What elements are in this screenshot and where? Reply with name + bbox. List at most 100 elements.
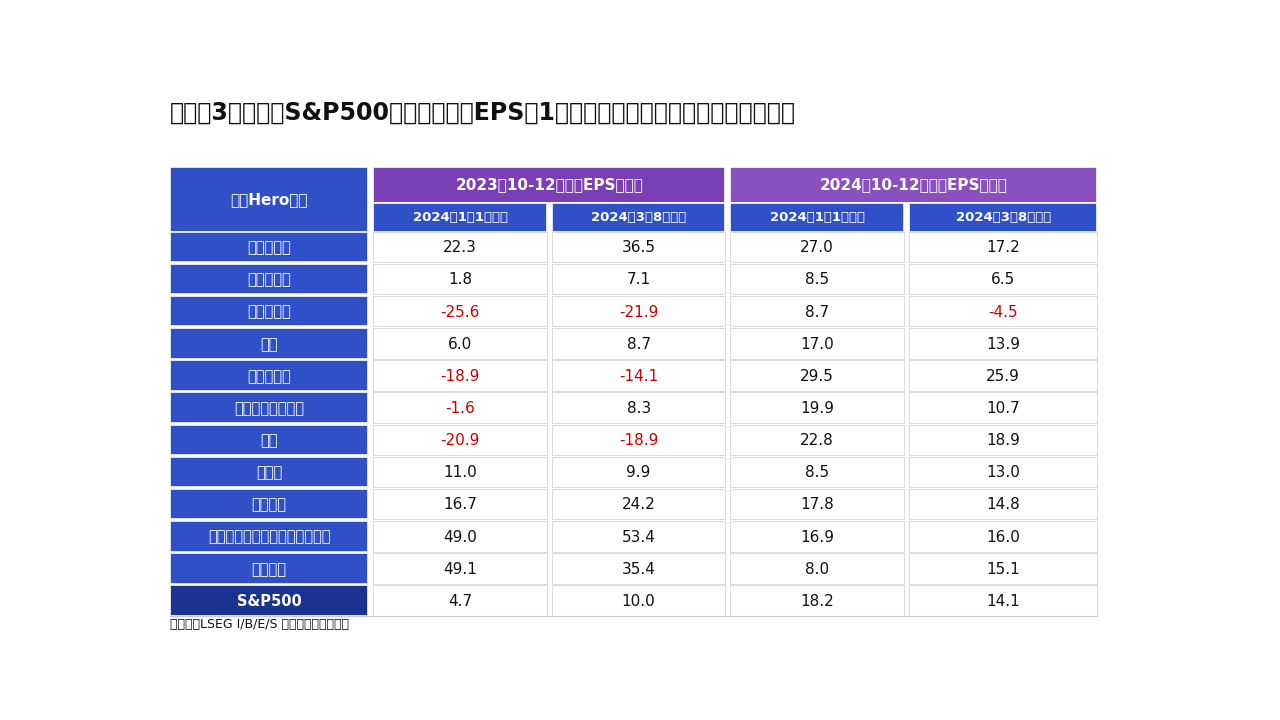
- Text: 17.0: 17.0: [800, 337, 835, 351]
- FancyBboxPatch shape: [909, 553, 1097, 584]
- Text: 17.8: 17.8: [800, 498, 835, 513]
- Text: 16.7: 16.7: [443, 498, 477, 513]
- Text: 11.0: 11.0: [443, 465, 477, 480]
- FancyBboxPatch shape: [374, 425, 547, 455]
- Text: 16.0: 16.0: [987, 530, 1020, 544]
- Text: 8.5: 8.5: [805, 465, 829, 480]
- FancyBboxPatch shape: [909, 585, 1097, 616]
- Text: -21.9: -21.9: [620, 305, 658, 320]
- Text: コミュニケーション・サービス: コミュニケーション・サービス: [207, 530, 330, 544]
- Text: 生活必需品: 生活必需品: [247, 272, 291, 287]
- FancyBboxPatch shape: [731, 489, 904, 519]
- Text: 13.0: 13.0: [987, 465, 1020, 480]
- FancyBboxPatch shape: [374, 489, 547, 519]
- Text: 2024年10-12月期のEPS成長率: 2024年10-12月期のEPS成長率: [820, 177, 1007, 192]
- Text: エネルギー: エネルギー: [247, 305, 291, 320]
- FancyBboxPatch shape: [170, 489, 369, 519]
- Text: 36.5: 36.5: [622, 240, 655, 255]
- FancyBboxPatch shape: [170, 553, 369, 584]
- FancyBboxPatch shape: [909, 521, 1097, 552]
- Text: 2024年1月1日時点: 2024年1月1日時点: [769, 211, 865, 224]
- Text: 22.3: 22.3: [443, 240, 477, 255]
- FancyBboxPatch shape: [552, 489, 726, 519]
- FancyBboxPatch shape: [731, 392, 904, 423]
- Text: 素材: 素材: [260, 433, 278, 448]
- FancyBboxPatch shape: [552, 360, 726, 391]
- Text: 49.0: 49.0: [443, 530, 477, 544]
- FancyBboxPatch shape: [552, 264, 726, 294]
- Text: 14.8: 14.8: [987, 498, 1020, 513]
- Text: 不動産: 不動産: [256, 465, 283, 480]
- FancyBboxPatch shape: [552, 425, 726, 455]
- Text: 29.5: 29.5: [800, 369, 835, 384]
- Text: 18.9: 18.9: [987, 433, 1020, 448]
- FancyBboxPatch shape: [374, 264, 547, 294]
- FancyBboxPatch shape: [552, 456, 726, 487]
- FancyBboxPatch shape: [374, 203, 547, 232]
- Text: 公益事業: 公益事業: [252, 562, 287, 577]
- Text: 10.0: 10.0: [622, 594, 655, 609]
- FancyBboxPatch shape: [374, 232, 547, 262]
- Text: 2024年1月1日時点: 2024年1月1日時点: [412, 211, 508, 224]
- Text: 13.9: 13.9: [986, 337, 1020, 351]
- FancyBboxPatch shape: [731, 328, 904, 359]
- Text: 8.3: 8.3: [626, 401, 650, 416]
- Text: -20.9: -20.9: [440, 433, 480, 448]
- Text: -14.1: -14.1: [620, 369, 658, 384]
- Text: 8.0: 8.0: [805, 562, 829, 577]
- FancyBboxPatch shape: [552, 553, 726, 584]
- Text: （図表3）米国：S&P500種採用企業のEPS（1株当たり利益）成長率（前年同期比）: （図表3）米国：S&P500種採用企業のEPS（1株当たり利益）成長率（前年同期…: [170, 100, 796, 125]
- FancyBboxPatch shape: [731, 167, 1097, 203]
- FancyBboxPatch shape: [170, 296, 369, 326]
- FancyBboxPatch shape: [170, 585, 369, 616]
- FancyBboxPatch shape: [552, 232, 726, 262]
- Text: -1.6: -1.6: [445, 401, 475, 416]
- FancyBboxPatch shape: [731, 360, 904, 391]
- FancyBboxPatch shape: [374, 392, 547, 423]
- Text: 一般消費財: 一般消費財: [247, 240, 291, 255]
- Text: S&P500: S&P500: [237, 594, 302, 609]
- FancyBboxPatch shape: [909, 264, 1097, 294]
- Text: 1.8: 1.8: [448, 272, 472, 287]
- FancyBboxPatch shape: [731, 585, 904, 616]
- FancyBboxPatch shape: [731, 521, 904, 552]
- Text: 金融: 金融: [260, 337, 278, 351]
- Text: 6.5: 6.5: [991, 272, 1015, 287]
- FancyBboxPatch shape: [374, 360, 547, 391]
- FancyBboxPatch shape: [170, 167, 369, 232]
- Text: 8.7: 8.7: [805, 305, 829, 320]
- FancyBboxPatch shape: [374, 585, 547, 616]
- FancyBboxPatch shape: [909, 425, 1097, 455]
- FancyBboxPatch shape: [374, 296, 547, 326]
- Text: 19.9: 19.9: [800, 401, 835, 416]
- Text: -25.6: -25.6: [440, 305, 480, 320]
- Text: -18.9: -18.9: [620, 433, 658, 448]
- FancyBboxPatch shape: [731, 553, 904, 584]
- FancyBboxPatch shape: [170, 425, 369, 455]
- FancyBboxPatch shape: [374, 167, 726, 203]
- FancyBboxPatch shape: [170, 521, 369, 552]
- FancyBboxPatch shape: [552, 521, 726, 552]
- Text: -4.5: -4.5: [988, 305, 1018, 320]
- Text: 情報技術: 情報技術: [252, 498, 287, 513]
- Text: 業種Hero箇所: 業種Hero箇所: [230, 192, 308, 207]
- Text: 24.2: 24.2: [622, 498, 655, 513]
- Text: 53.4: 53.4: [622, 530, 655, 544]
- Text: 22.8: 22.8: [800, 433, 835, 448]
- FancyBboxPatch shape: [552, 203, 726, 232]
- FancyBboxPatch shape: [909, 489, 1097, 519]
- Text: 35.4: 35.4: [622, 562, 655, 577]
- Text: 25.9: 25.9: [987, 369, 1020, 384]
- FancyBboxPatch shape: [909, 360, 1097, 391]
- Text: 資本財・サービス: 資本財・サービス: [234, 401, 305, 416]
- FancyBboxPatch shape: [731, 203, 904, 232]
- FancyBboxPatch shape: [552, 328, 726, 359]
- FancyBboxPatch shape: [170, 328, 369, 359]
- FancyBboxPatch shape: [909, 203, 1097, 232]
- FancyBboxPatch shape: [170, 360, 369, 391]
- FancyBboxPatch shape: [731, 232, 904, 262]
- Text: 6.0: 6.0: [448, 337, 472, 351]
- FancyBboxPatch shape: [552, 392, 726, 423]
- FancyBboxPatch shape: [170, 232, 369, 262]
- Text: 27.0: 27.0: [800, 240, 835, 255]
